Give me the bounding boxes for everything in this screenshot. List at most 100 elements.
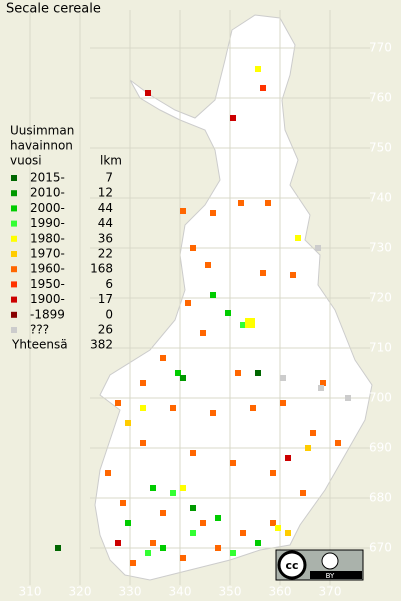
- legend-total: 382: [90, 338, 113, 352]
- observation-dot: [160, 545, 166, 551]
- easting-label: 320: [69, 585, 92, 599]
- legend-count: 6: [105, 277, 113, 291]
- dot-group: [280, 245, 351, 401]
- legend-label: ???: [30, 323, 49, 337]
- legend-swatch: [11, 251, 17, 257]
- observation-dot: [140, 380, 146, 386]
- legend-swatch: [11, 235, 17, 242]
- legend-count: 26: [98, 323, 113, 337]
- observation-dot: [145, 90, 151, 96]
- dot-group: [260, 85, 266, 91]
- grid: [29, 10, 370, 585]
- observation-dot: [200, 330, 206, 336]
- easting-label: 360: [269, 585, 292, 599]
- observation-dot: [300, 490, 306, 496]
- observation-dot: [215, 545, 221, 551]
- observation-dot: [285, 455, 291, 461]
- observation-dot: [205, 262, 211, 268]
- observation-dot: [295, 235, 301, 241]
- legend-swatch: [11, 281, 17, 288]
- legend-count: 168: [90, 262, 113, 276]
- observation-dot: [210, 210, 216, 216]
- observation-dot: [190, 530, 196, 536]
- legend-count: 7: [105, 171, 113, 185]
- observation-dot: [145, 550, 151, 556]
- observation-dot: [245, 318, 255, 328]
- legend-swatch: [11, 327, 17, 333]
- easting-label: 310: [19, 585, 42, 599]
- observation-dot: [130, 560, 136, 566]
- observation-dot: [250, 405, 256, 411]
- observation-dot: [320, 380, 326, 386]
- northing-label: 730: [369, 241, 392, 255]
- observation-dot: [175, 370, 181, 376]
- observation-dot: [200, 520, 206, 526]
- legend-label: 2010-: [30, 186, 65, 200]
- observation-dot: [120, 500, 126, 506]
- observation-dot: [255, 66, 261, 72]
- dot-group: [125, 420, 311, 536]
- legend-label: 1900-: [30, 292, 65, 306]
- by-icon: [321, 552, 339, 570]
- cc-icon: [277, 550, 307, 580]
- observation-dot: [315, 245, 321, 251]
- observation-dot: [115, 540, 121, 546]
- legend-count: 44: [98, 201, 113, 215]
- legend-header: havainnon: [10, 139, 73, 153]
- northing-label: 700: [369, 391, 392, 405]
- observation-dot: [215, 515, 221, 521]
- legend-header: vuosi: [10, 154, 42, 168]
- northing-label: 710: [369, 341, 392, 355]
- observation-dot: [190, 505, 196, 511]
- observation-dot: [180, 485, 186, 491]
- observation-dot: [180, 208, 186, 214]
- observation-dot: [170, 490, 176, 496]
- legend-header: Uusimman: [10, 124, 74, 138]
- legend-count: 12: [98, 186, 113, 200]
- license-badge: cc BY: [275, 549, 364, 581]
- legend-label: 1970-: [30, 247, 65, 261]
- observation-dot: [140, 405, 146, 411]
- observation-dot: [210, 410, 216, 416]
- dot-group: [115, 90, 291, 546]
- observation-dot: [238, 200, 244, 206]
- observation-dot: [235, 370, 241, 376]
- northing-label: 720: [369, 291, 392, 305]
- legend-label: 2015-: [30, 171, 65, 185]
- badge-strip: [310, 571, 362, 579]
- observation-dot: [270, 520, 276, 526]
- legend-count-header: lkm: [100, 154, 122, 168]
- legend-count: 0: [105, 307, 113, 321]
- observation-dot: [105, 470, 111, 476]
- observation-dot: [230, 460, 236, 466]
- dot-group: [125, 292, 261, 551]
- dot-group: [55, 370, 261, 551]
- observation-dot: [170, 405, 176, 411]
- observation-dot: [150, 540, 156, 546]
- legend-swatch: [11, 311, 17, 318]
- observation-dot: [180, 375, 186, 381]
- observation-dot: [310, 430, 316, 436]
- legend-swatch: [11, 220, 17, 227]
- northing-label: 680: [369, 491, 392, 505]
- legend-swatch: [11, 190, 17, 197]
- northing-label: 670: [369, 541, 392, 555]
- observation-dot: [270, 470, 276, 476]
- observation-dot: [55, 545, 61, 551]
- legend-total-label: Yhteensä: [11, 338, 68, 352]
- observation-dot: [140, 440, 146, 446]
- observations: [55, 66, 351, 566]
- by-text: BY: [326, 572, 335, 580]
- legend-swatch: [11, 175, 17, 181]
- observation-dot: [240, 322, 246, 328]
- observation-dot: [260, 270, 266, 276]
- title: Secale cereale: [6, 2, 101, 17]
- observation-dot: [280, 400, 286, 406]
- legend-label: 1960-: [30, 262, 65, 276]
- observation-dot: [280, 375, 286, 381]
- legend-label: 1950-: [30, 277, 65, 291]
- observation-dot: [275, 525, 281, 531]
- observation-dot: [230, 115, 236, 121]
